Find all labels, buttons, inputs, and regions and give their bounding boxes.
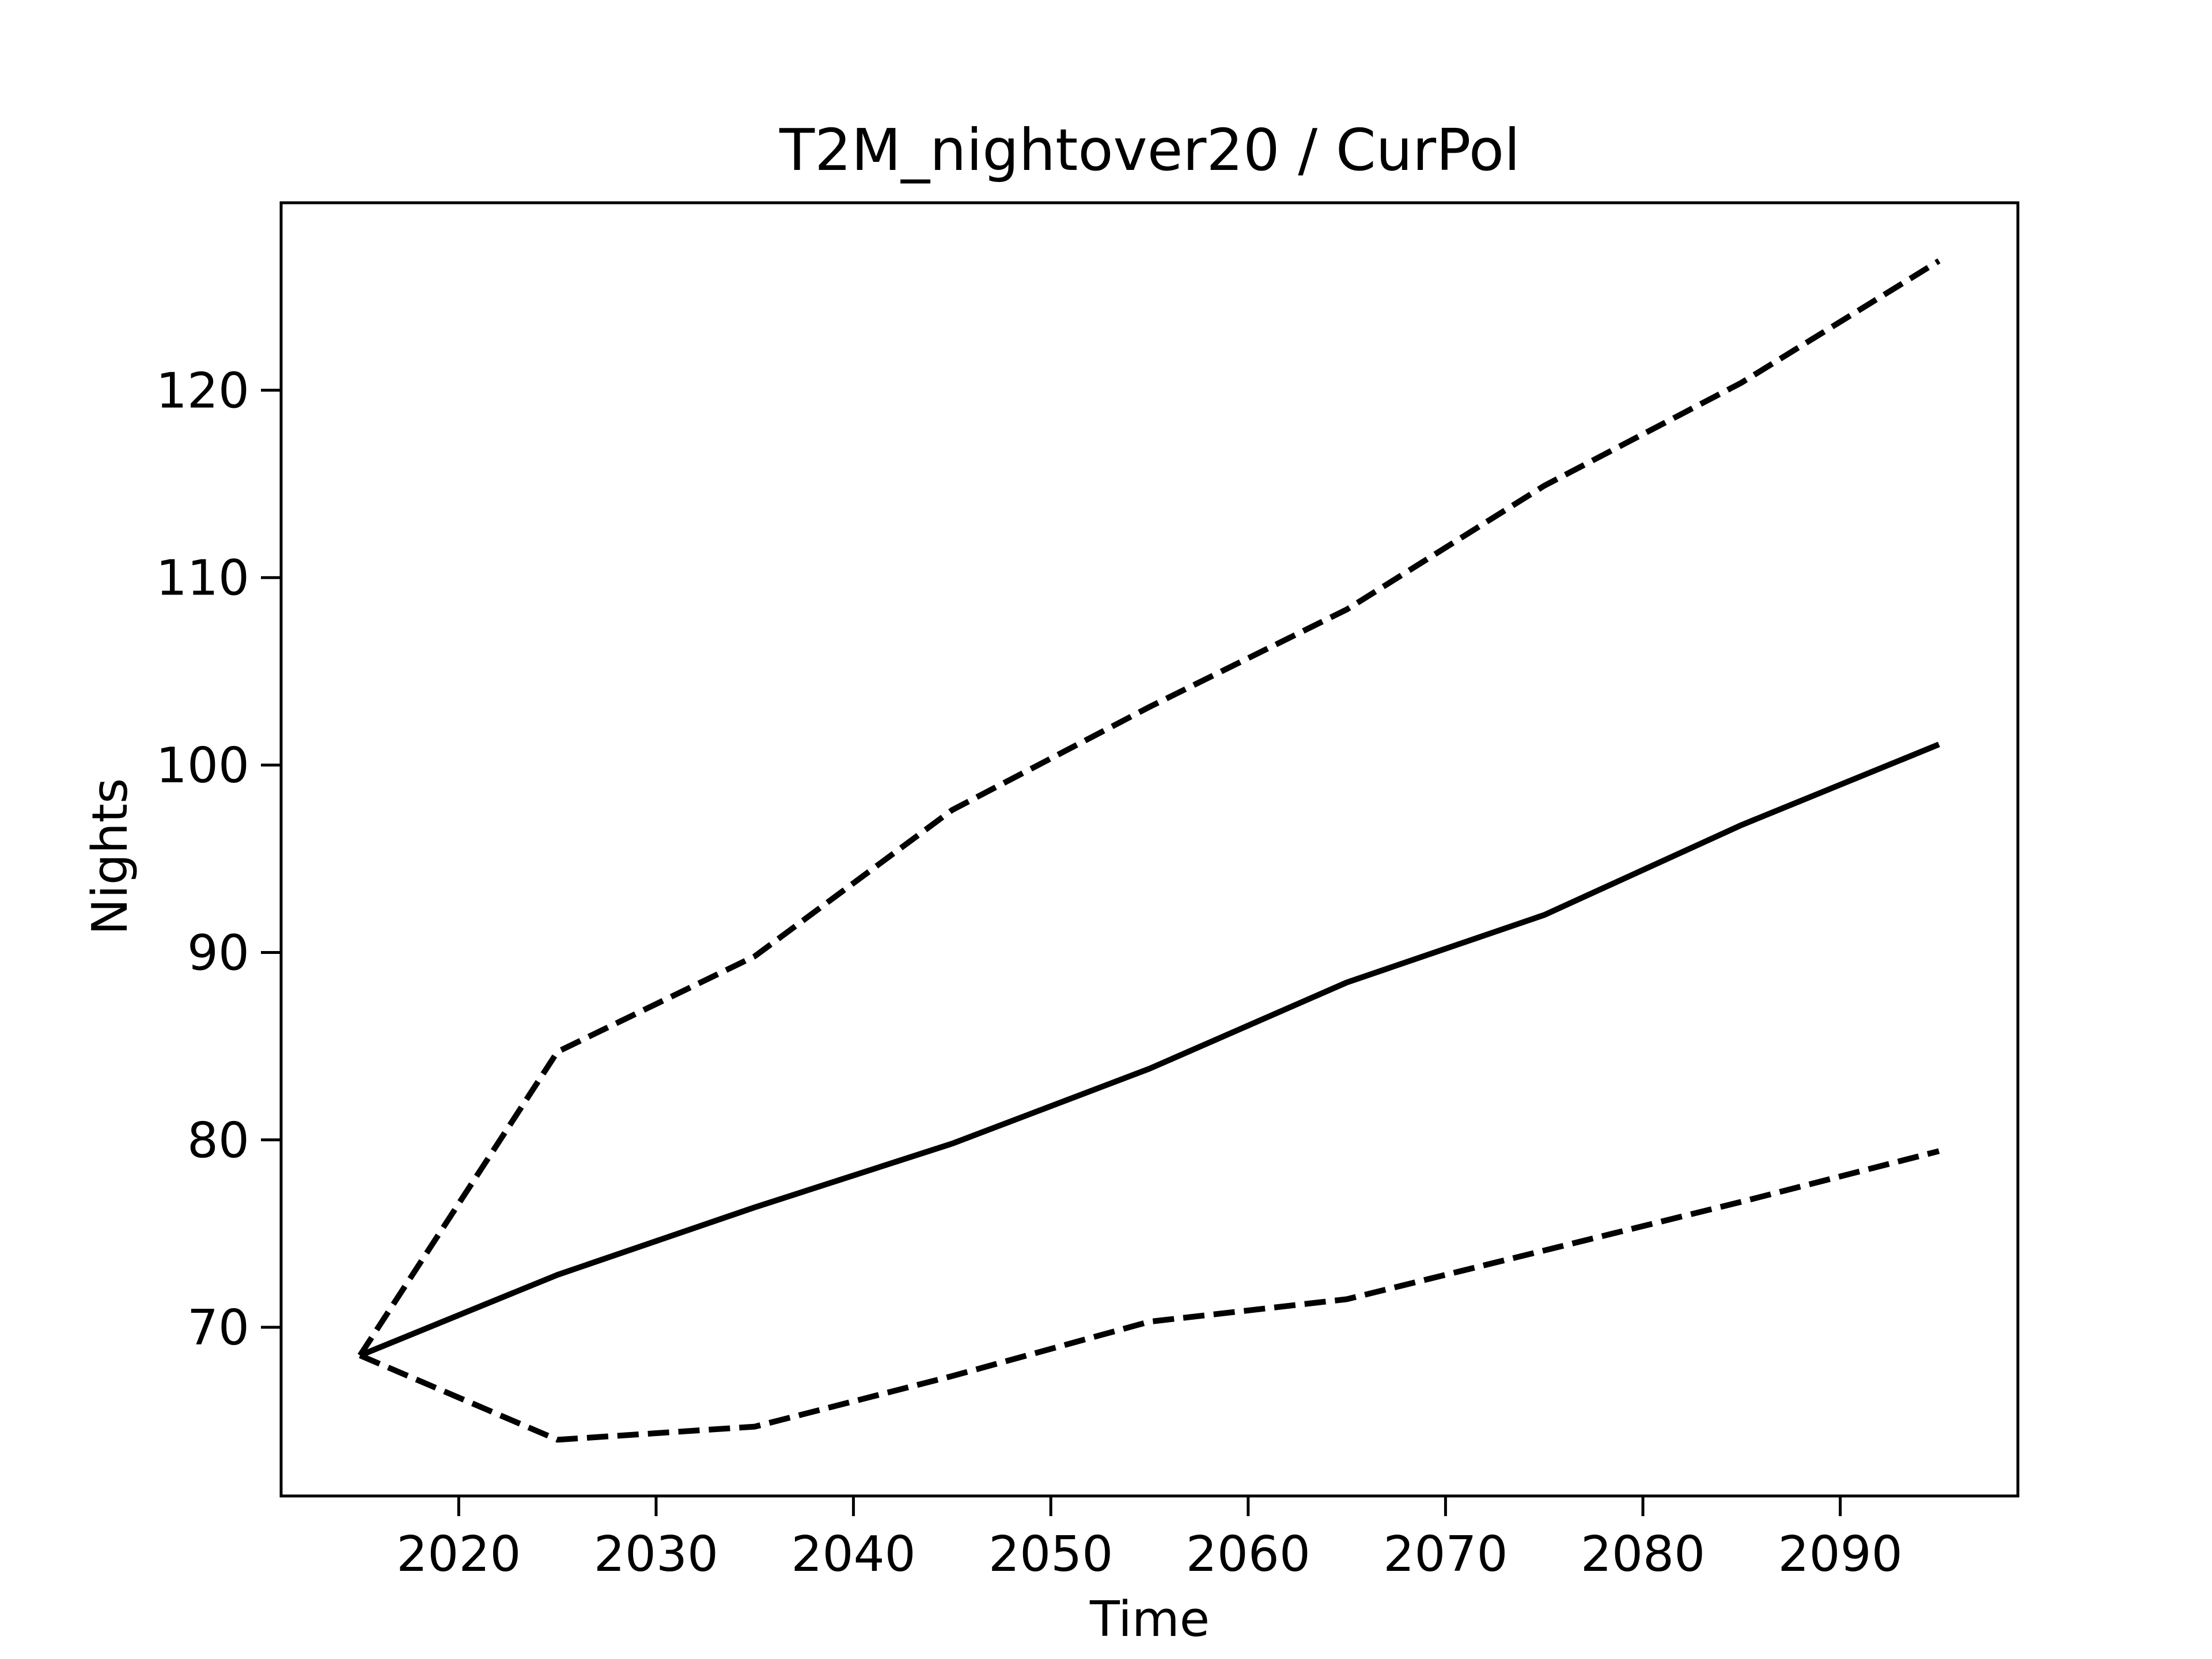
- series-line-2-solid: [359, 741, 1940, 1358]
- x-tick-label: 2080: [1581, 1526, 1705, 1583]
- x-tick-label: 2050: [988, 1526, 1113, 1583]
- series-line-3-dashed: [359, 1148, 1940, 1443]
- x-tick-label: 2030: [594, 1526, 718, 1583]
- y-tick-label: 80: [187, 1112, 249, 1169]
- y-tick-label: 90: [187, 925, 249, 982]
- plot-area: 2020 2030 2040 2050 2060 2070 2080 2090 70 80 90 10…: [156, 201, 2020, 1583]
- y-tick-label: 110: [156, 550, 249, 607]
- x-tick-label: 2070: [1383, 1526, 1508, 1583]
- y-tick-label: 100: [156, 737, 249, 794]
- x-tick-label: 2040: [791, 1526, 915, 1583]
- x-tick-label: 2020: [396, 1526, 521, 1583]
- y-tick-label: 120: [156, 362, 249, 419]
- chart-title: T2M_nightover20 / CurPol: [779, 116, 1520, 184]
- x-tick-label: 2090: [1778, 1526, 1902, 1583]
- series-line-1-dashed: [357, 258, 1941, 1357]
- plot-frame: [279, 201, 2020, 1498]
- y-axis-label: Nights: [82, 778, 139, 935]
- x-axis-label: Time: [1089, 1591, 1210, 1648]
- x-tick-label: 2060: [1186, 1526, 1310, 1583]
- y-tick-label: 70: [187, 1300, 249, 1357]
